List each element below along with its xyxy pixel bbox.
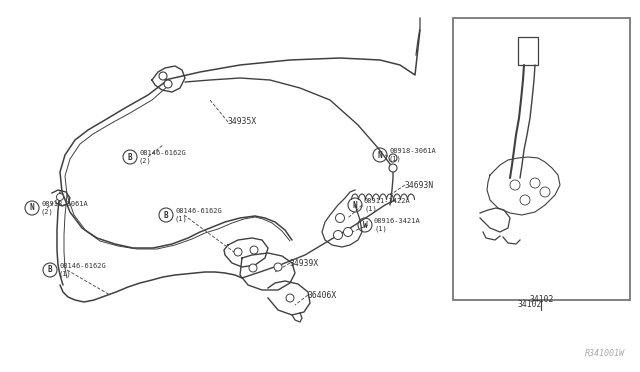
Text: B: B bbox=[128, 153, 132, 161]
Text: R341001W: R341001W bbox=[585, 349, 625, 358]
Circle shape bbox=[389, 154, 397, 162]
Circle shape bbox=[530, 178, 540, 188]
Circle shape bbox=[250, 246, 258, 254]
Text: 34693N: 34693N bbox=[405, 180, 435, 189]
Text: B: B bbox=[164, 211, 168, 219]
Circle shape bbox=[335, 214, 344, 222]
Bar bbox=[518, 37, 538, 65]
Text: N: N bbox=[29, 203, 35, 212]
Circle shape bbox=[389, 164, 397, 172]
Text: 08146-6162G
(1): 08146-6162G (1) bbox=[59, 263, 106, 277]
Text: 08918-3061A
(1): 08918-3061A (1) bbox=[389, 148, 436, 162]
Circle shape bbox=[333, 231, 342, 240]
Text: 36406X: 36406X bbox=[308, 291, 337, 299]
Text: 34102: 34102 bbox=[518, 300, 542, 309]
Circle shape bbox=[249, 264, 257, 272]
Text: N: N bbox=[353, 201, 357, 209]
Text: 34935X: 34935X bbox=[228, 118, 257, 126]
Text: N: N bbox=[378, 151, 382, 160]
Text: 08146-6162G
(2): 08146-6162G (2) bbox=[139, 150, 186, 164]
Text: B: B bbox=[48, 266, 52, 275]
Circle shape bbox=[164, 80, 172, 88]
Text: 08911-3422A
(1): 08911-3422A (1) bbox=[364, 198, 411, 212]
Circle shape bbox=[274, 263, 282, 271]
Circle shape bbox=[234, 248, 242, 256]
Text: 08146-6162G
(1): 08146-6162G (1) bbox=[175, 208, 221, 222]
Text: 34939X: 34939X bbox=[290, 259, 319, 267]
Circle shape bbox=[344, 228, 353, 237]
Bar bbox=[453, 18, 630, 300]
Text: 08918-3061A
(2): 08918-3061A (2) bbox=[41, 201, 88, 215]
Circle shape bbox=[56, 193, 63, 201]
Circle shape bbox=[286, 294, 294, 302]
Circle shape bbox=[540, 187, 550, 197]
Text: 34102: 34102 bbox=[530, 295, 554, 305]
Text: 08916-3421A
(1): 08916-3421A (1) bbox=[374, 218, 420, 232]
Circle shape bbox=[520, 195, 530, 205]
Circle shape bbox=[159, 72, 167, 80]
Circle shape bbox=[510, 180, 520, 190]
Text: W: W bbox=[363, 221, 367, 230]
